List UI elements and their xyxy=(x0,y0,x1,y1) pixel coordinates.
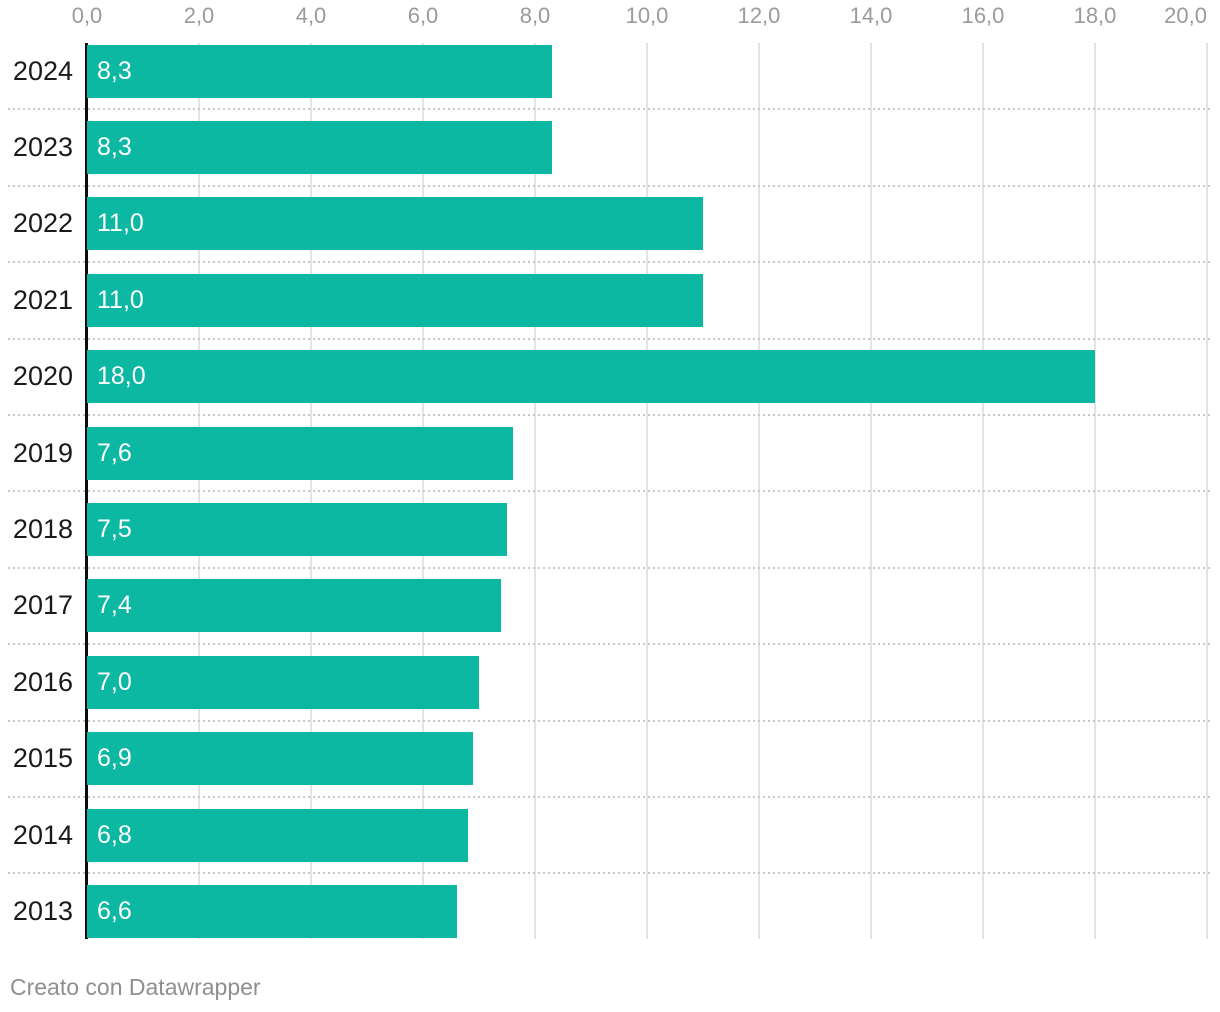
category-label: 2013 xyxy=(12,895,73,926)
bar-row: 2014 6,8 xyxy=(0,797,1220,873)
bar-row: 2017 7,4 xyxy=(0,568,1220,644)
plot-cell: 6,6 xyxy=(87,884,1207,938)
row-separator xyxy=(8,566,1212,569)
bar: 6,8 xyxy=(87,808,468,862)
category-label: 2019 xyxy=(12,437,73,468)
category-label: 2022 xyxy=(12,208,73,239)
bar-value-label: 7,4 xyxy=(97,591,132,620)
bar: 6,6 xyxy=(87,884,457,938)
bar-rows: 2024 8,3 2023 8,3 2022 11,0 2021 11,0 2020 18,0 20… xyxy=(0,33,1220,950)
row-separator xyxy=(8,796,1212,798)
x-tick-label: 0,0 xyxy=(71,3,103,28)
plot-cell: 7,5 xyxy=(87,503,1207,557)
bar-row: 2018 7,5 xyxy=(0,491,1220,567)
plot-cell: 11,0 xyxy=(87,197,1207,251)
x-tick-label: 20,0 xyxy=(1164,3,1207,28)
plot-cell: 7,4 xyxy=(87,579,1207,633)
row-separator xyxy=(8,108,1212,111)
bar-value-label: 11,0 xyxy=(97,209,144,238)
plot-cell: 18,0 xyxy=(87,350,1207,404)
bar: 8,3 xyxy=(87,44,552,98)
bar-value-label: 18,0 xyxy=(97,362,146,391)
bar-row: 2015 6,9 xyxy=(0,721,1220,797)
x-axis: 0,0 2,0 4,0 6,0 8,0 10,0 12,0 14,0 16,0 18,0 20,0 xyxy=(0,0,1220,33)
x-tick-label: 6,0 xyxy=(407,3,439,28)
bar-value-label: 6,6 xyxy=(97,896,132,925)
bar-row: 2024 8,3 xyxy=(0,33,1220,109)
bar: 18,0 xyxy=(87,350,1095,404)
category-label: 2014 xyxy=(12,819,73,850)
bar-row: 2020 18,0 xyxy=(0,339,1220,415)
bar-row: 2019 7,6 xyxy=(0,415,1220,491)
row-separator xyxy=(8,414,1212,416)
row-separator xyxy=(8,490,1212,493)
bar-row: 2023 8,3 xyxy=(0,109,1220,185)
x-tick-label: 10,0 xyxy=(625,3,669,28)
bar: 11,0 xyxy=(87,197,703,251)
row-separator xyxy=(8,184,1212,187)
bar-value-label: 11,0 xyxy=(97,285,144,314)
row-separator xyxy=(8,719,1212,722)
bar-value-label: 8,3 xyxy=(97,133,132,162)
row-separator xyxy=(8,643,1212,646)
bar: 7,4 xyxy=(87,579,502,633)
x-tick-label: 8,0 xyxy=(519,3,551,28)
x-tick-label: 4,0 xyxy=(295,3,327,28)
plot-cell: 8,3 xyxy=(87,121,1207,175)
plot-cell: 8,3 xyxy=(87,44,1207,98)
plot-cell: 6,8 xyxy=(87,808,1207,862)
plot-cell: 7,6 xyxy=(87,426,1207,480)
row-separator xyxy=(8,337,1212,340)
bar: 6,9 xyxy=(87,732,474,786)
bar: 7,0 xyxy=(87,655,479,709)
plot-cell: 6,9 xyxy=(87,732,1207,786)
x-tick-label: 12,0 xyxy=(737,3,781,28)
category-label: 2021 xyxy=(12,284,73,315)
bar: 11,0 xyxy=(87,273,703,327)
bar-value-label: 7,5 xyxy=(97,515,132,544)
category-label: 2015 xyxy=(12,743,73,774)
row-separator xyxy=(8,261,1212,264)
datawrapper-credit-link[interactable]: Creato con Datawrapper xyxy=(10,974,261,1000)
attribution: Creato con Datawrapper xyxy=(10,974,261,1001)
plot-cell: 11,0 xyxy=(87,273,1207,327)
category-label: 2017 xyxy=(12,590,73,621)
bar-row: 2013 6,6 xyxy=(0,873,1220,949)
x-tick-label: 16,0 xyxy=(961,3,1005,28)
x-tick-label: 2,0 xyxy=(183,3,215,28)
category-label: 2024 xyxy=(12,55,73,86)
category-label: 2018 xyxy=(12,514,73,545)
bar-value-label: 6,9 xyxy=(97,744,132,773)
row-separator xyxy=(8,872,1212,875)
bar-row: 2022 11,0 xyxy=(0,186,1220,262)
category-label: 2016 xyxy=(12,666,73,697)
category-label: 2023 xyxy=(12,132,73,163)
bar-value-label: 7,6 xyxy=(97,438,132,467)
bar-row: 2016 7,0 xyxy=(0,644,1220,720)
bar-value-label: 7,0 xyxy=(97,667,132,696)
bar: 8,3 xyxy=(87,121,552,175)
bar-value-label: 6,8 xyxy=(97,820,132,849)
x-tick-label: 18,0 xyxy=(1073,3,1117,28)
category-label: 2020 xyxy=(12,361,73,392)
bar: 7,6 xyxy=(87,426,513,480)
bar-value-label: 8,3 xyxy=(97,56,132,85)
bar-row: 2021 11,0 xyxy=(0,262,1220,338)
x-tick-label: 14,0 xyxy=(849,3,893,28)
bar: 7,5 xyxy=(87,503,507,557)
plot-cell: 7,0 xyxy=(87,655,1207,709)
